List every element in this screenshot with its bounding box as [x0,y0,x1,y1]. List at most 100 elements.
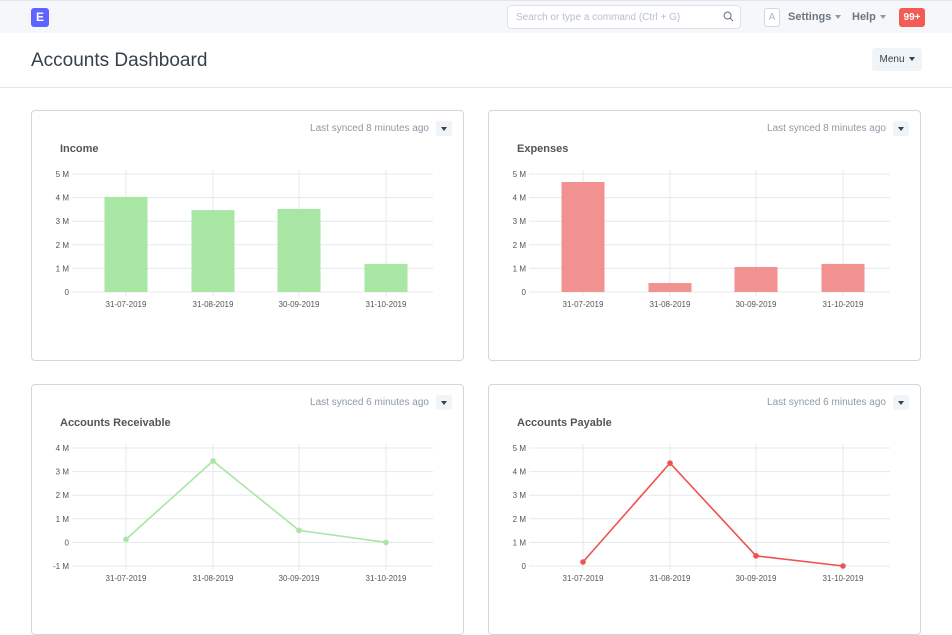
expenses-card: Last synced 8 minutes ago Expenses 0 1 M 2 … [488,110,921,361]
bar [648,283,692,292]
x-tick-label: 31-10-2019 [823,574,864,583]
chart-title: Accounts Payable [517,417,612,429]
data-point [580,559,586,565]
bar [821,263,865,292]
chevron-down-icon [908,57,915,62]
menu-button[interactable]: Menu [872,48,922,71]
bar [277,208,321,292]
accounts-receivable-card: Last synced 6 minutes ago Accounts Recei… [31,384,464,635]
y-tick-label: 0 [65,538,70,547]
x-tick-label: 31-08-2019 [650,300,691,309]
card-options-button[interactable] [893,395,909,410]
x-tick-label: 31-10-2019 [366,300,407,309]
app-logo[interactable]: E [31,8,49,27]
y-tick-label: 0 [522,562,527,571]
x-tick-label: 31-08-2019 [193,574,234,583]
chevron-down-icon [898,401,904,405]
bar [561,182,605,292]
y-tick-label: 3 M [56,217,70,226]
series-line [125,459,387,544]
chart: 0 1 M 2 M 3 M 4 M 5 M 31-07-2019 31-08-2019 30-0… [56,170,433,309]
y-tick-label: 3 M [513,491,527,500]
y-tick-label: 3 M [513,217,527,226]
y-tick-label: 4 M [513,194,527,203]
avatar[interactable]: A [764,8,780,27]
chevron-down-icon [835,15,842,20]
accounts-payable-card: Last synced 6 minutes ago Accounts Payab… [488,384,921,635]
card-options-button[interactable] [436,395,452,410]
income-card: Last synced 8 minutes ago Income 0 1 M 2 M 3… [31,110,464,361]
settings-label: Settings [788,11,832,23]
y-tick-label: 4 M [513,468,527,477]
x-tick-label: 31-10-2019 [823,300,864,309]
x-tick-label: 31-08-2019 [650,574,691,583]
page-header: Accounts Dashboard Menu [0,33,952,88]
navbar: E Search or type a command (Ctrl + G) A … [0,0,952,33]
data-point [123,536,129,543]
x-tick-label: 31-07-2019 [563,300,604,309]
x-tick-label: 30-09-2019 [279,574,320,583]
last-synced: Last synced 6 minutes ago [310,397,429,408]
notifications-badge[interactable]: 99+ [899,8,925,27]
chart: 0 1 M 2 M 3 M 4 M 5 M 31-07-2019 31-08-2019 30-0… [513,170,890,309]
chevron-down-icon [879,15,886,20]
y-tick-label: 0 [522,288,527,297]
y-tick-label: 1 M [56,515,70,524]
x-tick-label: 30-09-2019 [736,300,777,309]
search-icon [723,11,734,22]
y-tick-label: 1 M [56,264,70,273]
x-tick-label: 31-07-2019 [106,574,147,583]
chart: -1 M 0 1 M 2 M 3 M 4 M 31-07-2019 31-08-2019 30-… [53,444,433,583]
data-point [667,460,673,466]
x-tick-label: 31-08-2019 [193,300,234,309]
x-tick-label: 31-07-2019 [563,574,604,583]
y-tick-label: 1 M [513,264,527,273]
y-tick-label: 3 M [56,468,70,477]
help-label: Help [852,11,876,23]
y-tick-label: 0 [65,288,70,297]
x-tick-label: 31-10-2019 [366,574,407,583]
bar [364,263,408,292]
settings-dropdown[interactable]: Settings [788,11,842,23]
y-tick-label: 4 M [56,194,70,203]
chevron-down-icon [441,127,447,131]
last-synced: Last synced 6 minutes ago [767,397,886,408]
bar [734,266,778,292]
chart-title: Accounts Receivable [60,417,171,429]
search-placeholder: Search or type a command (Ctrl + G) [516,12,681,23]
card-options-button[interactable] [436,121,452,136]
menu-label: Menu [879,54,905,65]
data-point [383,539,389,546]
y-tick-label: 5 M [513,170,527,179]
bar [104,196,148,292]
chart-title: Expenses [517,143,569,155]
page-title: Accounts Dashboard [31,50,208,71]
help-dropdown[interactable]: Help [852,11,886,23]
y-tick-label: 5 M [513,444,527,453]
y-tick-label: -1 M [53,562,69,571]
search-input[interactable]: Search or type a command (Ctrl + G) [507,5,741,29]
x-tick-label: 30-09-2019 [279,300,320,309]
data-point [753,553,759,559]
y-tick-label: 4 M [56,444,70,453]
last-synced: Last synced 8 minutes ago [767,123,886,134]
y-tick-label: 2 M [513,515,527,524]
series-line [582,461,844,567]
x-tick-label: 30-09-2019 [736,574,777,583]
data-point [840,563,846,569]
y-tick-label: 2 M [513,241,527,250]
x-tick-label: 31-07-2019 [106,300,147,309]
data-point [296,527,302,534]
y-tick-label: 5 M [56,170,70,179]
y-tick-label: 1 M [513,538,527,547]
chevron-down-icon [898,127,904,131]
data-point [210,458,216,464]
bar [191,210,235,292]
card-options-button[interactable] [893,121,909,136]
chart: 0 1 M 2 M 3 M 4 M 5 M 31-07-2019 31-08-2019 30-0… [513,444,890,583]
chevron-down-icon [441,401,447,405]
y-tick-label: 2 M [56,241,70,250]
last-synced: Last synced 8 minutes ago [310,123,429,134]
chart-title: Income [60,143,99,155]
y-tick-label: 2 M [56,491,70,500]
